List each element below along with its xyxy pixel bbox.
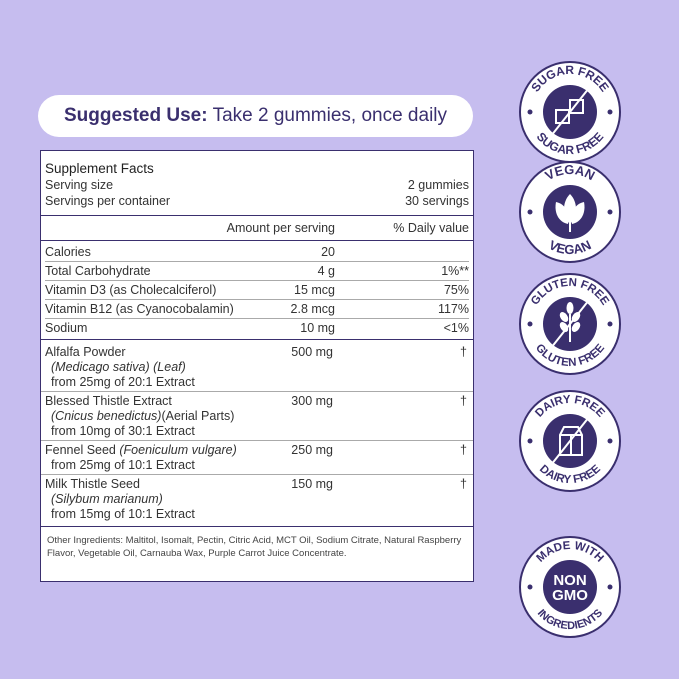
ingredient-amount: 300 mg (291, 394, 333, 408)
nutrient-row: Vitamin D3 (as Cholecalciferol) 15 mcg 75% (45, 281, 469, 300)
ingredient-name: Alfalfa Powder (45, 345, 126, 359)
suggested-use-label: Suggested Use: (63, 105, 208, 126)
nutrient-amount: 15 mcg (294, 283, 335, 297)
nutrient-list: Calories 20 Total Carbohydrate 4 g 1%** Vit… (41, 241, 473, 340)
ingredient-latin: (Silybum marianum) (51, 492, 163, 506)
ingredient-name: Blessed Thistle Extract (45, 394, 172, 408)
other-ingredients: Other Ingredients: Maltitol, Isomalt, Pe… (47, 535, 462, 559)
ingredient-amount: 500 mg (291, 345, 333, 359)
nutrient-name: Sodium (45, 321, 88, 335)
nutrient-name: Vitamin D3 (as Cholecalciferol) (45, 283, 217, 297)
nutrient-dv: 117% (437, 302, 469, 316)
dairy-free-badge: DAIRY FREE DAIRY FREE (519, 390, 621, 492)
ingredient-dv: † (460, 394, 467, 408)
ingredient-part: (Aerial Parts) (161, 409, 235, 423)
nutrient-row: Vitamin B12 (as Cyanocobalamin) 2.8 mcg 11… (45, 300, 469, 319)
ingredient-latin: (Foeniculum vulgare) (119, 443, 237, 457)
svg-text:VEGAN: VEGAN (547, 237, 594, 257)
gluten-free-badge: GLUTEN FREE GLUTEN FREE (519, 273, 621, 375)
nutrient-dv: <1% (443, 321, 469, 335)
ingredient-amount: 250 mg (291, 443, 333, 457)
serving-size-value: 2 gummies (407, 178, 469, 192)
ingredient-row: Fennel Seed (Foeniculum vulgare) from 25m… (41, 441, 473, 475)
suggested-use-text: Take 2 gummies, once daily (212, 105, 448, 126)
badge-top-text: VEGAN (542, 162, 597, 183)
amount-header: Amount per serving (226, 221, 335, 235)
ingredient-list: Alfalfa Powder (Medicago sativa) (Leaf) fr… (41, 340, 473, 527)
ingredient-name: Milk Thistle Seed (45, 477, 140, 491)
ingredient-row: Milk Thistle Seed (Silybum marianum) from … (41, 475, 473, 523)
sugar-cubes-icon (550, 87, 590, 137)
ingredient-latin: (Medicago sativa) (Leaf) (51, 360, 186, 374)
ingredient-name: Fennel Seed (45, 443, 116, 457)
nutrient-dv (335, 243, 469, 261)
ingredient-row: Alfalfa Powder (Medicago sativa) (Leaf) fr… (41, 343, 473, 392)
supplement-facts-panel: Supplement Facts Serving size 2 gummies S… (40, 150, 474, 582)
ingredient-amount: 150 mg (291, 477, 333, 491)
nutrient-row: Calories 20 (45, 243, 469, 262)
badge-bottom-text: VEGAN (547, 237, 594, 257)
ingredient-dv: † (460, 477, 467, 491)
ingredient-source: from 25mg of 20:1 Extract (51, 375, 195, 389)
servings-value: 30 servings (405, 194, 469, 208)
ingredient-source: from 25mg of 10:1 Extract (51, 458, 195, 472)
leaf-icon (555, 194, 585, 232)
nutrient-amount: 10 mg (300, 321, 335, 335)
non-text: NON (553, 572, 586, 589)
vegan-badge: VEGAN VEGAN (519, 161, 621, 263)
ingredient-latin: (Cnicus benedictus) (51, 409, 162, 423)
ingredient-source: from 10mg of 30:1 Extract (51, 424, 195, 438)
gmo-text: GMO (552, 587, 588, 604)
non-gmo-badge: MADE WITH INGREDIENTS NON GMO (519, 536, 621, 638)
nutrient-name: Total Carbohydrate (45, 264, 151, 278)
ingredient-dv: † (460, 443, 467, 457)
nutrient-dv: 1%** (441, 264, 469, 278)
nutrient-name: Vitamin B12 (as Cyanocobalamin) (45, 302, 234, 316)
nutrient-amount: 2.8 mcg (290, 302, 335, 316)
facts-title: Supplement Facts (45, 161, 154, 176)
wheat-icon (550, 299, 590, 349)
non-gmo-icon: NON GMO (552, 572, 588, 604)
sugar-free-badge: SUGAR FREE SUGAR FREE (519, 61, 621, 163)
servings-label: Servings per container (45, 194, 171, 208)
ingredient-source: from 15mg of 10:1 Extract (51, 507, 195, 521)
nutrient-row: Total Carbohydrate 4 g 1%** (45, 262, 469, 281)
nutrient-amount: 20 (321, 245, 335, 259)
milk-carton-icon (550, 416, 590, 466)
nutrient-amount: 4 g (317, 264, 335, 278)
suggested-use-banner: Suggested Use: Take 2 gummies, once dail… (38, 95, 473, 137)
dv-header: % Daily value (393, 221, 469, 235)
nutrient-dv: 75% (443, 283, 469, 297)
ingredient-dv: † (460, 345, 467, 359)
nutrient-row: Sodium 10 mg <1% (45, 319, 469, 337)
nutrient-name: Calories (45, 245, 91, 259)
serving-size-label: Serving size (45, 178, 114, 192)
svg-text:VEGAN: VEGAN (542, 162, 597, 183)
ingredient-row: Blessed Thistle Extract (Cnicus benedictu… (41, 392, 473, 441)
